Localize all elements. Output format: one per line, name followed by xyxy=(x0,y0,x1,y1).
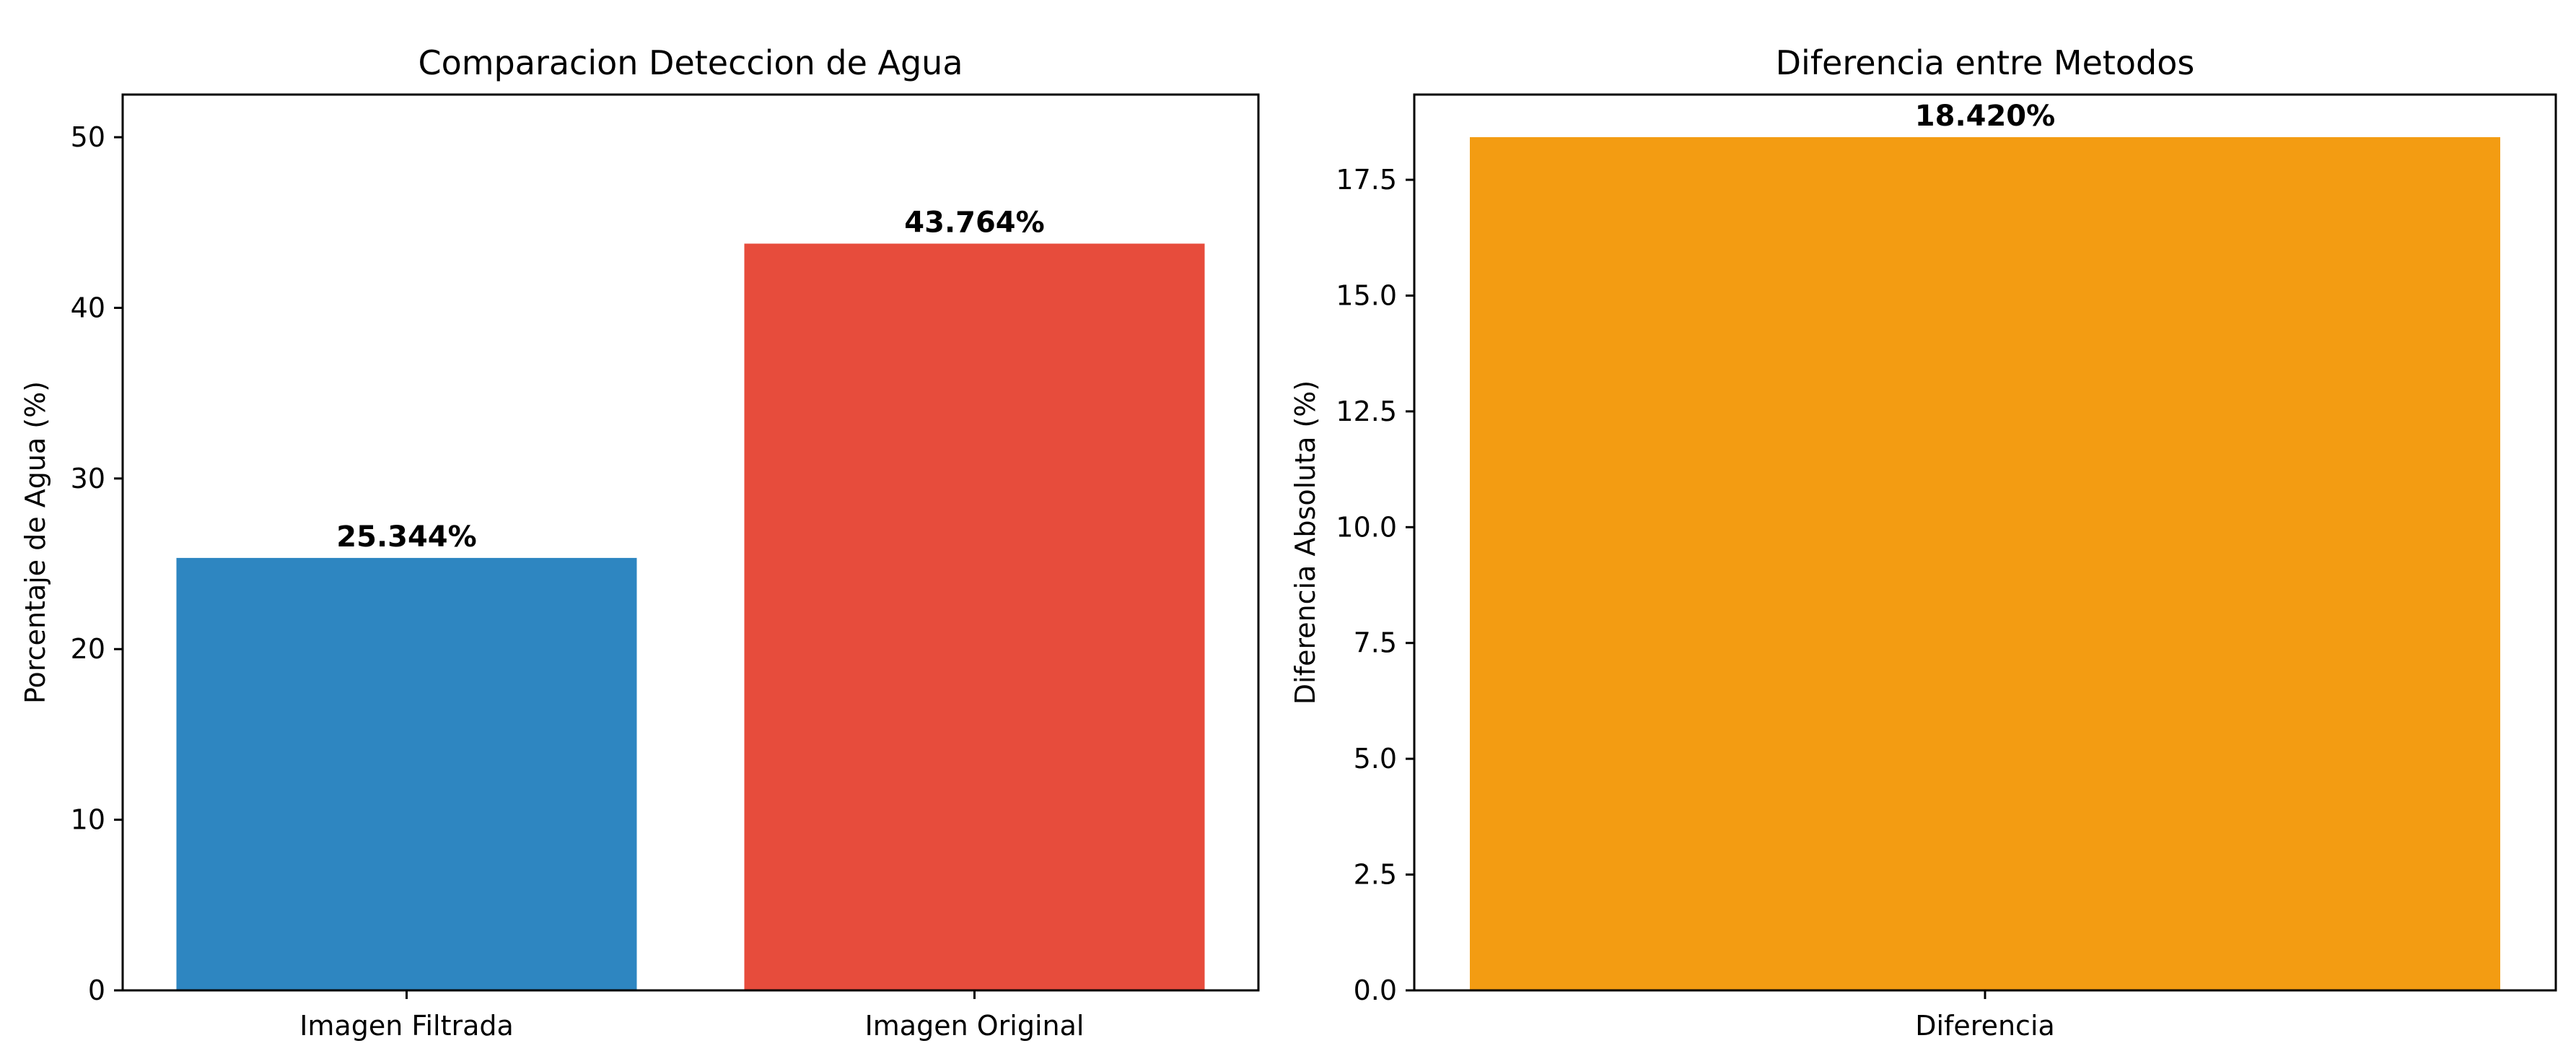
data-label: 43.764% xyxy=(904,206,1044,240)
y-tick-label: 0.0 xyxy=(1354,974,1397,1006)
y-tick-label: 5.0 xyxy=(1354,743,1397,775)
data-label: 25.344% xyxy=(336,520,476,554)
chart-title: Diferencia entre Metodos xyxy=(1776,43,2195,82)
y-axis-label: Diferencia Absoluta (%) xyxy=(1289,380,1321,705)
y-tick-label: 2.5 xyxy=(1354,859,1397,891)
y-tick-label: 40 xyxy=(71,292,105,323)
bar-imagen-original xyxy=(744,243,1205,990)
x-tick-label: Diferencia xyxy=(1915,1010,2055,1042)
y-tick-label: 0 xyxy=(88,974,105,1006)
y-tick-label: 20 xyxy=(71,633,105,665)
x-tick-label: Imagen Original xyxy=(865,1010,1085,1042)
y-tick-label: 10 xyxy=(71,804,105,836)
x-tick-label: Imagen Filtrada xyxy=(299,1010,514,1042)
bar-imagen-filtrada xyxy=(176,557,637,990)
y-tick-label: 7.5 xyxy=(1354,627,1397,659)
chart-water-detection-comparison: 25.344% 43.764% 0 10 20 30 40 50 Imagen Filtrada… xyxy=(19,43,1260,1042)
y-axis-label: Porcentaje de Agua (%) xyxy=(19,381,51,704)
chart-title: Comparacion Deteccion de Agua xyxy=(418,43,963,82)
y-tick-label: 10.0 xyxy=(1336,511,1397,543)
chart-method-difference: 18.420% 0.0 2.5 5.0 7.5 10.0 12.5 15.0 17.5 Difer… xyxy=(1289,43,2557,1042)
y-tick-label: 50 xyxy=(71,121,105,153)
data-label: 18.420% xyxy=(1915,100,2055,133)
bar-diferencia xyxy=(1470,137,2500,990)
y-tick-label: 30 xyxy=(71,463,105,494)
y-tick-label: 12.5 xyxy=(1336,396,1397,427)
y-tick-label: 17.5 xyxy=(1336,164,1397,196)
y-tick-label: 15.0 xyxy=(1336,279,1397,311)
plot-frame xyxy=(121,93,1260,992)
